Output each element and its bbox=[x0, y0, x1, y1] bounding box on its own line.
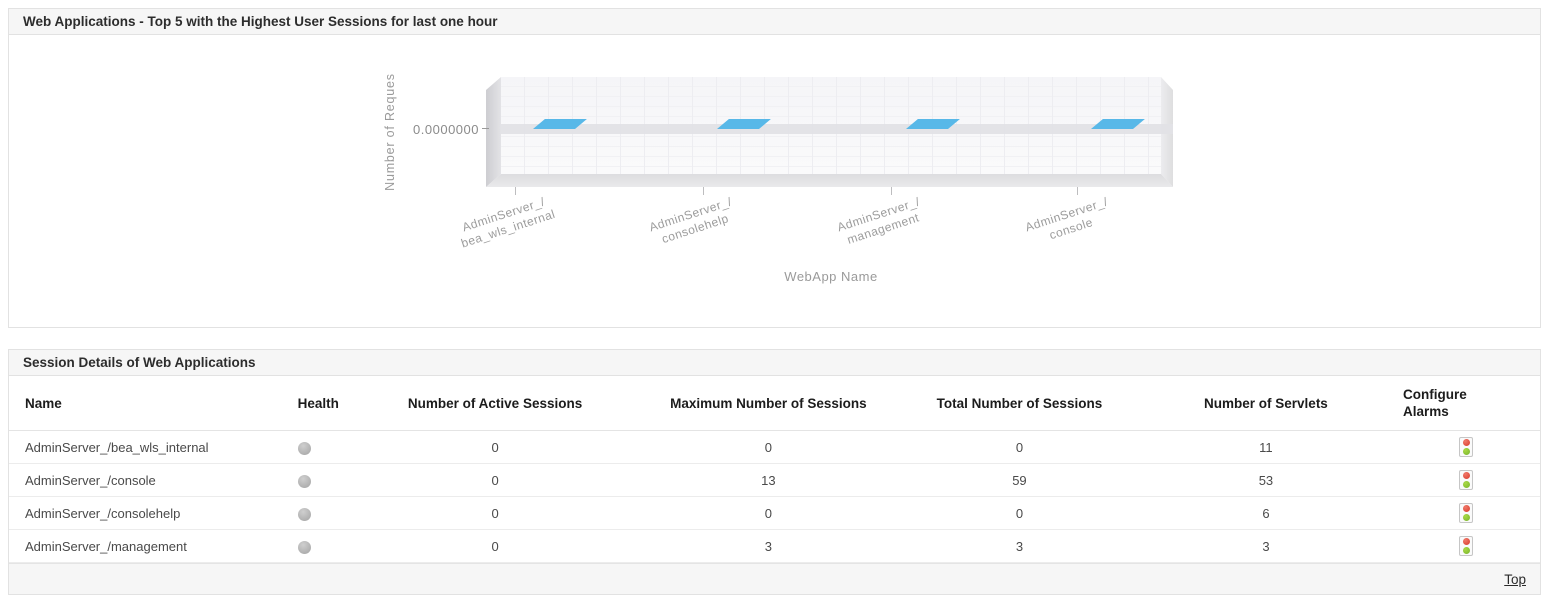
x-axis-tick-mark bbox=[891, 187, 892, 195]
x-axis-tick-mark bbox=[1077, 187, 1078, 195]
col-header-configure-alarms[interactable]: Configure Alarms bbox=[1403, 387, 1467, 419]
table-panel-title: Session Details of Web Applications bbox=[23, 355, 256, 370]
table-row: AdminServer_/consolehelp 0 0 0 6 bbox=[9, 497, 1540, 530]
max-sessions-value: 0 bbox=[764, 505, 772, 521]
active-sessions-value: 0 bbox=[491, 472, 499, 488]
health-cell bbox=[288, 439, 354, 455]
chart-zero-band bbox=[501, 124, 1173, 134]
table-body: AdminServer_/bea_wls_internal 0 0 0 11 AdminS… bbox=[9, 431, 1540, 563]
y-axis-title: Number of Reques bbox=[383, 73, 397, 191]
servlets-value: 3 bbox=[1262, 538, 1270, 554]
alarm-red-dot bbox=[1462, 538, 1470, 545]
webapp-name-cell[interactable]: AdminServer_/bea_wls_internal bbox=[25, 439, 209, 455]
table-header-row: Name Health Number of Active Sessions Ma… bbox=[9, 376, 1540, 431]
col-header-total-sessions[interactable]: Total Number of Sessions bbox=[936, 395, 1103, 411]
health-cell bbox=[288, 505, 354, 521]
table-row: AdminServer_/bea_wls_internal 0 0 0 11 bbox=[9, 431, 1540, 464]
servlets-value: 11 bbox=[1259, 439, 1273, 455]
alarm-green-dot bbox=[1462, 481, 1470, 488]
alarm-red-dot bbox=[1462, 472, 1470, 479]
chart-panel-title: Web Applications - Top 5 with the Highes… bbox=[23, 14, 498, 29]
table-row: AdminServer_/management 0 3 3 3 bbox=[9, 530, 1540, 563]
configure-alarms-cell bbox=[1393, 536, 1540, 556]
total-sessions-value: 59 bbox=[1012, 472, 1027, 488]
alarm-green-dot bbox=[1462, 448, 1470, 455]
configure-alarms-cell bbox=[1393, 437, 1540, 457]
session-details-panel: Session Details of Web Applications Name… bbox=[8, 349, 1541, 595]
webapp-name-cell[interactable]: AdminServer_/console bbox=[25, 472, 156, 488]
configure-alarms-cell bbox=[1393, 503, 1540, 523]
active-sessions-value: 0 bbox=[491, 538, 499, 554]
alarm-red-dot bbox=[1462, 439, 1470, 446]
max-sessions-value: 13 bbox=[761, 472, 776, 488]
health-status-icon bbox=[297, 540, 311, 554]
active-sessions-value: 0 bbox=[491, 505, 499, 521]
col-header-health[interactable]: Health bbox=[297, 395, 339, 411]
x-axis-category-label: AdminServer_/management bbox=[835, 194, 922, 247]
x-axis-category-label: AdminServer_/consolehelp bbox=[647, 194, 734, 247]
health-status-icon bbox=[297, 507, 311, 521]
configure-alarm-icon[interactable] bbox=[1459, 503, 1474, 523]
y-axis-tick-mark bbox=[482, 128, 489, 129]
chart-floor bbox=[486, 174, 1173, 187]
configure-alarm-icon[interactable] bbox=[1459, 470, 1474, 490]
chart-panel-header: Web Applications - Top 5 with the Highes… bbox=[9, 9, 1540, 35]
total-sessions-value: 3 bbox=[1015, 538, 1024, 554]
y-axis-tick-label: 0.0000000 bbox=[413, 122, 479, 137]
alarm-green-dot bbox=[1462, 514, 1470, 521]
col-header-max-sessions[interactable]: Maximum Number of Sessions bbox=[670, 395, 867, 411]
total-sessions-value: 0 bbox=[1015, 439, 1024, 455]
table-panel-header: Session Details of Web Applications bbox=[9, 350, 1540, 376]
health-cell bbox=[288, 472, 354, 488]
health-cell bbox=[288, 538, 354, 554]
x-axis-title: WebApp Name bbox=[784, 269, 878, 284]
servlets-value: 53 bbox=[1258, 472, 1274, 488]
col-header-active-sessions[interactable]: Number of Active Sessions bbox=[407, 395, 583, 411]
configure-alarm-icon[interactable] bbox=[1459, 536, 1474, 556]
health-status-icon bbox=[297, 474, 311, 488]
max-sessions-value: 3 bbox=[764, 538, 772, 554]
total-sessions-value: 0 bbox=[1015, 505, 1024, 521]
x-axis-tick-mark bbox=[703, 187, 704, 195]
servlets-value: 6 bbox=[1262, 505, 1270, 521]
alarm-green-dot bbox=[1462, 547, 1470, 554]
table-row: AdminServer_/console 0 13 59 53 bbox=[9, 464, 1540, 497]
chart-panel: Web Applications - Top 5 with the Highes… bbox=[8, 8, 1541, 328]
alarm-red-dot bbox=[1462, 505, 1470, 512]
configure-alarm-icon[interactable] bbox=[1459, 437, 1474, 457]
top-link[interactable]: Top bbox=[1504, 571, 1526, 587]
col-header-name[interactable]: Name bbox=[25, 395, 62, 411]
x-axis-category-label: AdminServer_/bea_wls_internal bbox=[459, 194, 557, 251]
active-sessions-value: 0 bbox=[491, 439, 499, 455]
configure-alarms-cell bbox=[1393, 470, 1540, 490]
webapp-name-cell[interactable]: AdminServer_/management bbox=[25, 538, 187, 554]
sessions-bar-chart: 0.0000000 Number of Reques WebApp Name A… bbox=[9, 35, 1540, 327]
table-footer: Top bbox=[9, 563, 1540, 594]
col-header-servlets[interactable]: Number of Servlets bbox=[1204, 395, 1328, 411]
max-sessions-value: 0 bbox=[764, 439, 772, 455]
chart-left-wall bbox=[486, 77, 501, 187]
x-axis-category-label: AdminServer_/console bbox=[1023, 194, 1110, 243]
x-axis-tick-mark bbox=[515, 187, 516, 195]
webapp-name-cell[interactable]: AdminServer_/consolehelp bbox=[25, 505, 181, 521]
health-status-icon bbox=[297, 441, 311, 455]
